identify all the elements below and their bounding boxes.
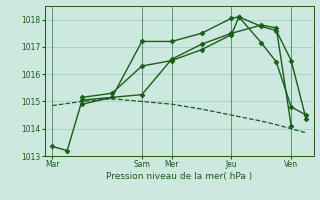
X-axis label: Pression niveau de la mer( hPa ): Pression niveau de la mer( hPa ) xyxy=(106,172,252,181)
